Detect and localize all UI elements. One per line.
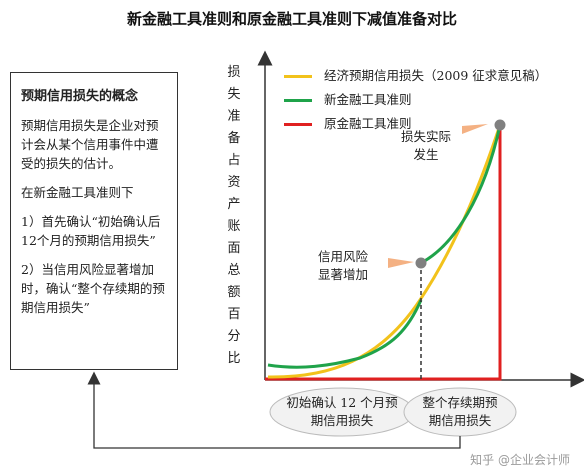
credit-risk-marker [415,257,427,269]
loss-occurred-marker [494,119,506,131]
legend-label: 经济预期信用损失（2009 征求意见稿） [324,68,548,83]
y-axis-label: 损失准备占资产账面总额百分比 [227,65,241,366]
concept-definition: 预期信用损失是企业对预计会从某个信用事件中遭受的损失的估计。 [21,118,159,171]
credit-risk-annotation: 信用风险显著增加 [317,249,368,282]
credit-risk-callout-arrow [388,258,414,268]
new-standard-curve-lifetime [420,124,502,265]
page-title: 新金融工具准则和原金融工具准则下减值准备对比 [126,10,457,28]
concept-under-new: 在新金融工具准则下 [21,185,134,200]
legend-swatch-red [284,123,312,126]
legend-swatch-green [284,99,312,102]
new-standard-curve [267,299,423,369]
initial-12m-label: 初始确认 12 个月预期信用损失 [286,395,398,428]
loss-occurred-callout-arrow [462,124,488,134]
concept-heading: 预期信用损失的概念 [21,89,139,104]
concept-step-2: 2）当信用风险显著增加时，确认“整个存续期的预期信用损失” [21,262,165,315]
return-connector-line [87,371,461,449]
loss-occurred-annotation: 损失实际发生 [400,129,451,162]
legend-label: 原金融工具准则 [324,116,412,131]
watermark: 知乎 @企业会计师 [470,453,570,467]
expected-loss-2009-curve [267,124,502,379]
legend-label: 新金融工具准则 [324,92,412,107]
legend-swatch-yellow [284,75,312,78]
concept-step-1: 1）首先确认“初始确认后12个月的预期信用损失” [21,214,161,248]
concept-box: 预期信用损失的概念 预期信用损失是企业对预计会从某个信用事件中遭受的损失的估计。… [10,72,178,370]
old-standard-line [265,125,502,381]
lifetime-label: 整个存续期预期信用损失 [422,395,498,428]
